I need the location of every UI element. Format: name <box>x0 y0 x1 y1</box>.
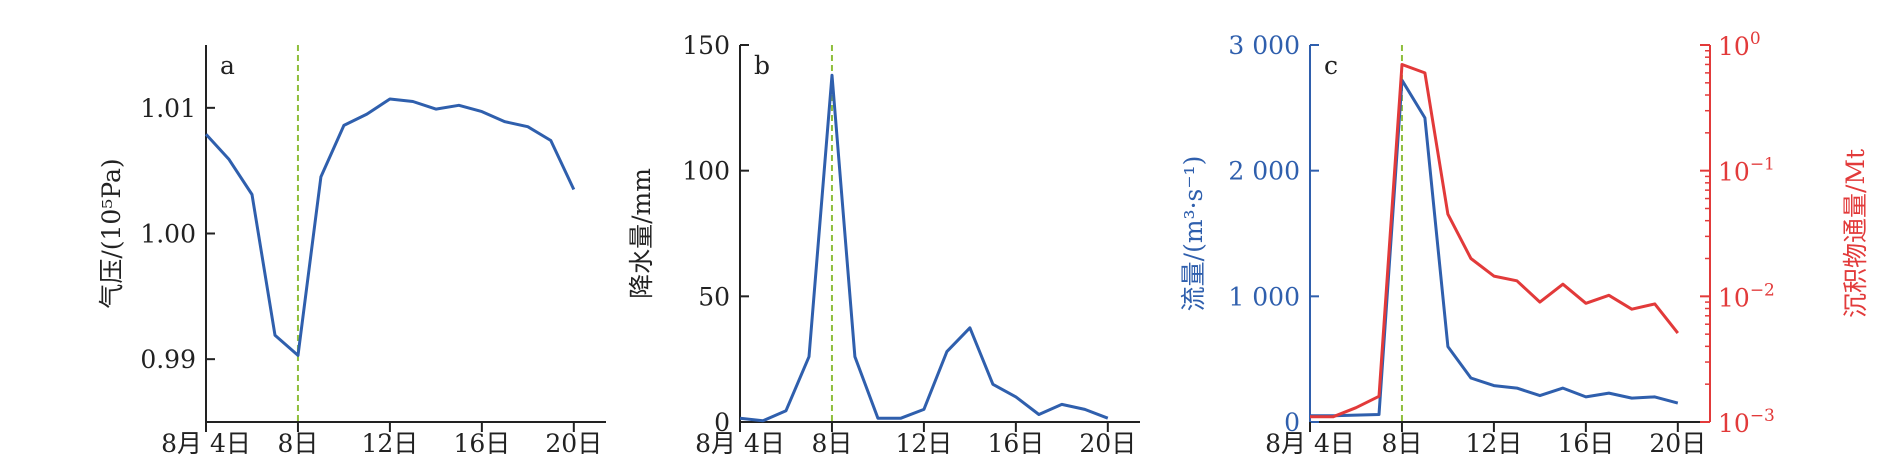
y-right-tick-label-0-01: 10−2 <box>1718 280 1775 312</box>
x-tick-label-16: 16日 <box>453 429 510 457</box>
x-tick-label-12: 12日 <box>362 429 419 457</box>
y-axis-title: 降水量/mm <box>627 168 656 299</box>
y-tick-label-50: 50 <box>698 282 730 311</box>
x-tick-label-16: 16日 <box>1557 429 1614 457</box>
y-tick-label-1: 1.00 <box>140 220 196 249</box>
y-right-tick-label-1: 100 <box>1718 29 1761 61</box>
x-tick-label-20: 20日 <box>1079 429 1136 457</box>
series-line-right <box>1310 63 1679 419</box>
panel-a: 0.99 1.00 1.01 8月 4日 8日 12日 16日 20日 气压/(10⁵Pa) a <box>97 45 606 458</box>
y-axis-right-title: 沉积物通量/Mt <box>1841 149 1870 318</box>
panel-label: b <box>754 51 770 80</box>
x-tick-label-8: 8日 <box>812 429 853 457</box>
series-line-left <box>204 97 576 357</box>
x-tick-label-4: 8月 4日 <box>695 429 785 457</box>
panel-label: c <box>1324 51 1338 80</box>
y-axis-title: 气压/(10⁵Pa) <box>97 158 126 308</box>
y-tick-label-3000: 3 000 <box>1228 31 1300 60</box>
x-tick-label-8: 8日 <box>278 429 319 457</box>
y-tick-label-1000: 1 000 <box>1228 282 1300 311</box>
y-tick-label-2000: 2 000 <box>1228 157 1300 186</box>
y-tick-label-0-99: 0.99 <box>140 345 196 374</box>
series-line-left <box>739 73 1109 423</box>
x-tick-label-8: 8日 <box>1382 429 1423 457</box>
x-tick-label-20: 20日 <box>1649 429 1706 457</box>
panel-b: 0 50 100 150 8月 4日 8日 12日 16日 20日 降水量/mm b <box>627 31 1140 458</box>
y-tick-label-100: 100 <box>682 157 730 186</box>
panel-c: 0 1 000 2 000 3 000 10−3 10−2 10−1 100 8月 4日 8日 12… <box>1179 29 1870 458</box>
y-right-tick-label-0-1: 10−1 <box>1718 155 1775 187</box>
x-tick-label-16: 16日 <box>987 429 1044 457</box>
y-tick-label-0: 0 <box>714 408 730 437</box>
panel-label: a <box>220 51 235 80</box>
x-tick-label-12: 12日 <box>896 429 953 457</box>
y-axis-title: 流量/(m³·s⁻¹) <box>1179 156 1208 312</box>
y-tick-label-0: 0 <box>1284 408 1300 437</box>
series-line-left <box>1310 78 1679 418</box>
x-tick-label-12: 12日 <box>1466 429 1523 457</box>
y-tick-label-150: 150 <box>682 31 730 60</box>
x-tick-label-20: 20日 <box>545 429 602 457</box>
y-tick-label-1-01: 1.01 <box>140 94 196 123</box>
y-right-tick-label-0-001: 10−3 <box>1718 406 1775 438</box>
x-tick-label-4: 8月 4日 <box>161 429 251 457</box>
x-tick-label-4: 8月 4日 <box>1265 429 1355 457</box>
